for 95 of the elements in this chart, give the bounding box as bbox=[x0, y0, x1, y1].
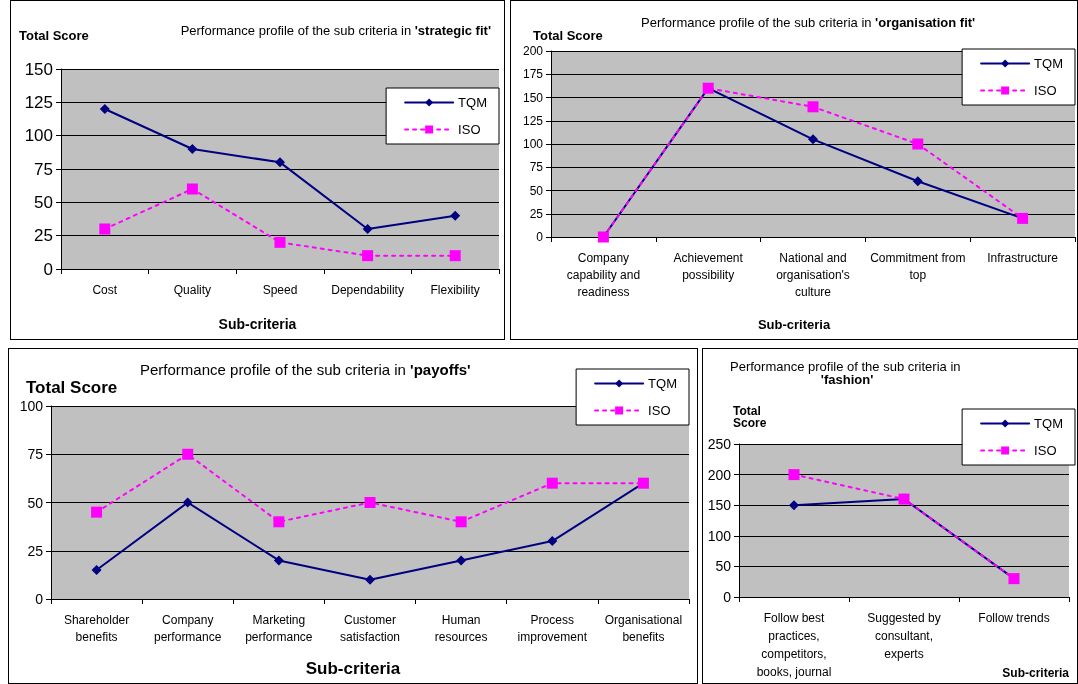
x-tick-label: Infrastructure bbox=[987, 250, 1059, 265]
point bbox=[546, 477, 558, 489]
y-tick-label: 50 bbox=[34, 192, 53, 212]
point bbox=[365, 574, 375, 585]
x-tick-label: National and organisation's culture bbox=[776, 250, 850, 299]
y-tick-label: 0 bbox=[35, 591, 44, 607]
y-tick-label: 50 bbox=[529, 183, 544, 198]
chart-title: Performance profile of the sub criteria in 'fashion' bbox=[730, 359, 965, 387]
x-axis-title: Sub-criteria bbox=[757, 317, 831, 332]
legend-label: ISO bbox=[1034, 443, 1057, 458]
y-tick-label: 250 bbox=[707, 436, 732, 452]
point bbox=[455, 516, 467, 528]
point bbox=[182, 448, 194, 460]
y-tick-label: 100 bbox=[522, 137, 544, 151]
y-tick-label: 75 bbox=[529, 160, 544, 175]
point bbox=[547, 536, 558, 547]
legend-label: ISO bbox=[458, 122, 481, 137]
point bbox=[273, 555, 284, 566]
y-tick-label: 100 bbox=[707, 527, 732, 544]
point bbox=[99, 104, 110, 114]
point bbox=[182, 497, 193, 508]
point bbox=[274, 236, 286, 248]
y-axis-title: Total Score bbox=[533, 28, 603, 43]
chart-title: Performance profile of the sub criteria in 'organisation fit' bbox=[641, 15, 976, 30]
point bbox=[912, 176, 923, 187]
x-axis-title: Sub-criteria bbox=[305, 659, 401, 678]
y-tick-label: 0 bbox=[43, 259, 53, 279]
y-tick-label: 100 bbox=[24, 126, 53, 146]
y-tick-label: 50 bbox=[27, 494, 44, 511]
y-tick-label: 75 bbox=[34, 159, 53, 179]
chart-title: Performance profile of the sub criteria in 'strategic fit' bbox=[180, 23, 492, 38]
x-tick-label: Follow best practices, competitors, books, journal bbox=[756, 611, 832, 679]
x-tick-label: Customer satisfaction bbox=[339, 612, 401, 644]
point bbox=[99, 223, 111, 235]
legend-label: TQM bbox=[1034, 56, 1064, 71]
x-tick-label: Suggested by consultant, experts bbox=[867, 611, 941, 661]
y-tick-label: 0 bbox=[536, 230, 544, 244]
legend-label: ISO bbox=[1034, 83, 1057, 98]
chart-title: Performance profile of the sub criteria in 'payoffs' bbox=[140, 361, 471, 378]
legend-label: TQM bbox=[1034, 416, 1064, 431]
legend-label: TQM bbox=[458, 95, 488, 110]
point bbox=[275, 157, 285, 168]
point bbox=[362, 224, 373, 234]
y-tick-label: 125 bbox=[522, 113, 544, 128]
legend-label: TQM bbox=[648, 376, 678, 391]
y-tick-label: 0 bbox=[723, 589, 732, 605]
x-tick-label: Process improvement bbox=[517, 612, 588, 644]
y-tick-label: 150 bbox=[24, 59, 53, 79]
point bbox=[788, 469, 800, 481]
y-tick-label: 25 bbox=[34, 226, 53, 246]
x-tick-label: Achievement possibility bbox=[673, 250, 744, 282]
point bbox=[364, 497, 376, 508]
x-tick-label: Flexibility bbox=[430, 282, 480, 297]
point bbox=[912, 138, 924, 150]
x-tick-label: Company capability and readiness bbox=[566, 250, 641, 299]
y-axis-title: Total Score bbox=[733, 404, 767, 430]
point bbox=[91, 565, 102, 576]
x-tick-label: Organisational benefits bbox=[604, 612, 683, 644]
point bbox=[362, 250, 374, 262]
x-tick-label: Human resources bbox=[434, 612, 488, 644]
y-tick-label: 25 bbox=[27, 542, 44, 559]
point bbox=[808, 134, 818, 145]
x-tick-label: Follow trends bbox=[978, 611, 1050, 625]
y-tick-label: 50 bbox=[715, 558, 732, 575]
legend-label: ISO bbox=[648, 403, 671, 418]
point bbox=[273, 516, 285, 528]
point bbox=[186, 183, 198, 195]
point bbox=[807, 101, 819, 113]
point bbox=[449, 250, 461, 262]
x-tick-label: Shareholder benefits bbox=[63, 612, 130, 644]
y-tick-label: 100 bbox=[19, 398, 44, 414]
point bbox=[450, 210, 461, 221]
point bbox=[91, 506, 103, 518]
y-axis-title: Total Score bbox=[26, 378, 118, 397]
y-tick-label: 150 bbox=[522, 90, 544, 105]
x-tick-label: Quality bbox=[173, 282, 212, 297]
y-tick-label: 75 bbox=[27, 446, 44, 463]
y-tick-label: 125 bbox=[24, 92, 53, 112]
x-tick-label: Marketing performance bbox=[245, 612, 313, 644]
point bbox=[789, 500, 799, 511]
point bbox=[456, 555, 467, 566]
y-tick-label: 200 bbox=[522, 44, 544, 58]
y-tick-label: 25 bbox=[529, 206, 544, 221]
x-axis-title: Sub-criteria bbox=[1002, 666, 1070, 680]
point bbox=[187, 144, 198, 154]
y-tick-label: 150 bbox=[707, 497, 732, 514]
y-tick-label: 175 bbox=[522, 67, 544, 82]
x-tick-label: Speed bbox=[262, 282, 298, 297]
x-tick-label: Dependability bbox=[331, 282, 404, 297]
y-tick-label: 200 bbox=[707, 466, 732, 483]
x-tick-label: Cost bbox=[92, 282, 118, 297]
x-tick-label: Commitment from top bbox=[870, 250, 966, 282]
x-tick-label: Company performance bbox=[154, 612, 222, 644]
x-axis-title: Sub-criteria bbox=[218, 316, 297, 332]
y-axis-title: Total Score bbox=[19, 28, 89, 43]
